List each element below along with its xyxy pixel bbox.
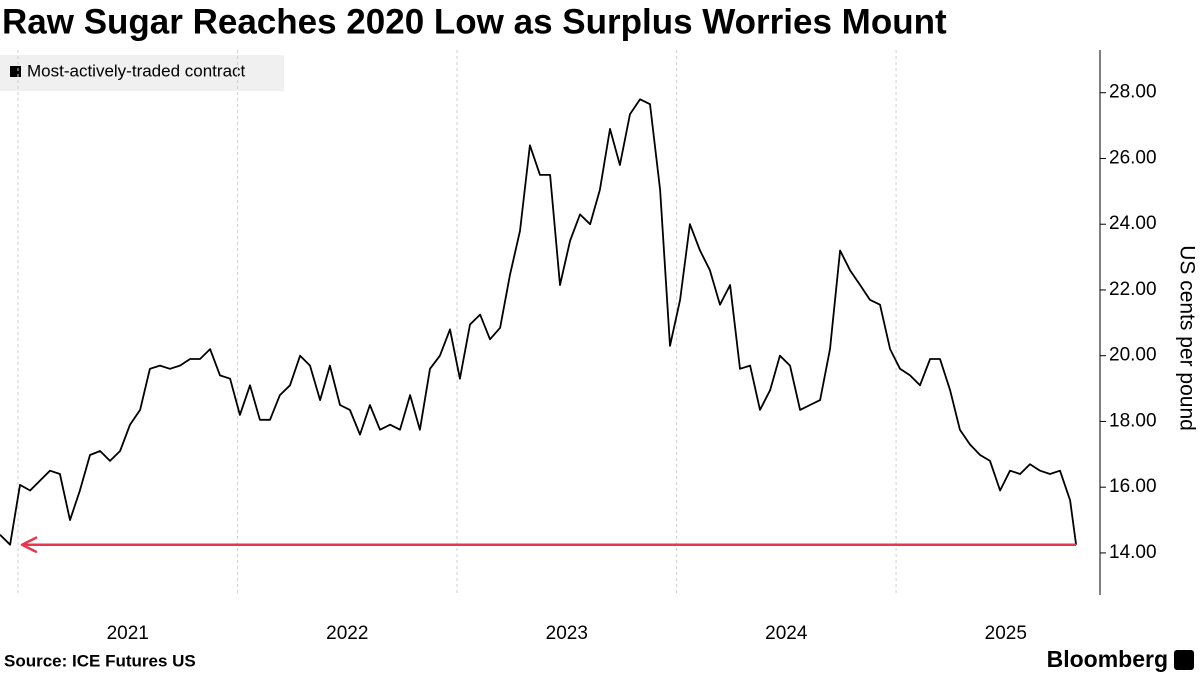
brand: Bloomberg — [1047, 646, 1168, 672]
brand-icon — [1174, 650, 1194, 670]
legend-label: Most-actively-traded contract — [27, 61, 246, 80]
y-tick-label: 16.00 — [1109, 476, 1157, 497]
source: Source: ICE Futures US — [4, 651, 196, 670]
y-tick-label: 14.00 — [1109, 542, 1157, 563]
legend-swatch — [10, 66, 21, 77]
x-tick-label: 2021 — [107, 623, 149, 644]
x-tick-label: 2023 — [546, 623, 588, 644]
legend-box — [0, 55, 284, 91]
y-tick-label: 22.00 — [1109, 279, 1157, 300]
price-line — [0, 98, 1077, 546]
y-tick-label: 24.00 — [1109, 213, 1157, 234]
x-tick-label: 2022 — [326, 623, 368, 644]
y-tick-label: 28.00 — [1109, 82, 1157, 103]
y-tick-label: 26.00 — [1109, 147, 1157, 168]
x-tick-label: 2025 — [985, 623, 1027, 644]
y-axis-label: US cents per pound — [1175, 245, 1198, 431]
y-tick-label: 18.00 — [1109, 410, 1157, 431]
y-tick-label: 20.00 — [1109, 345, 1157, 366]
x-tick-label: 2024 — [765, 623, 808, 644]
low-arrow-head — [20, 536, 38, 553]
chart-title: Raw Sugar Reaches 2020 Low as Surplus Wo… — [2, 2, 947, 41]
